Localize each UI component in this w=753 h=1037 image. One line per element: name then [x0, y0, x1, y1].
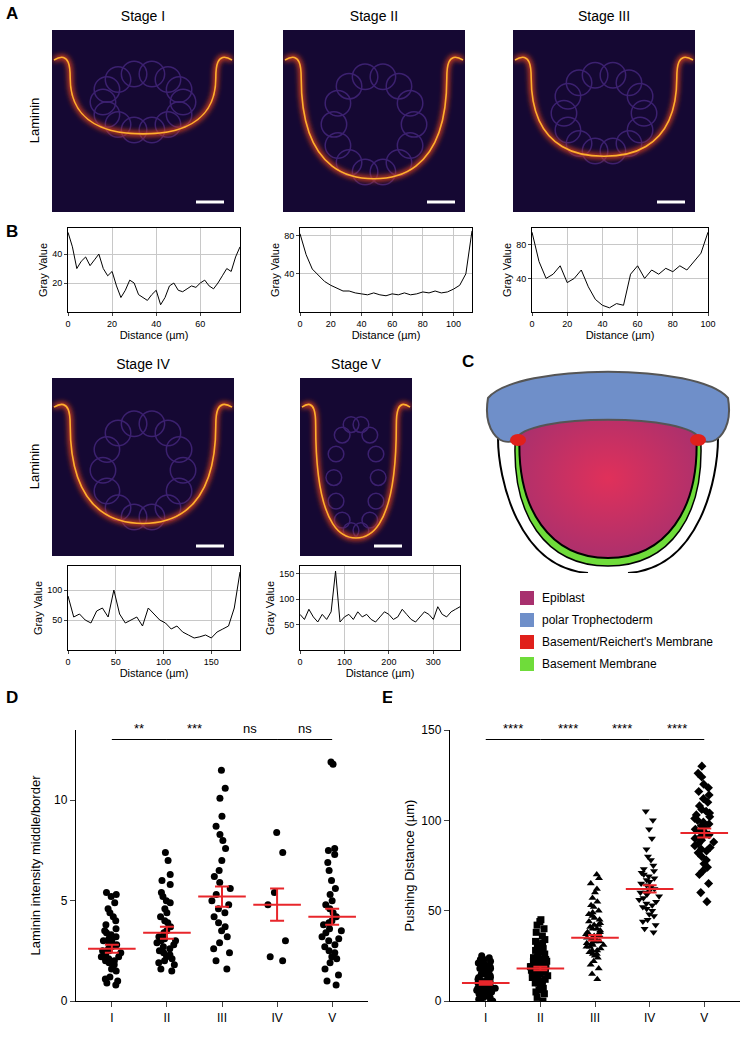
svg-text:300: 300: [426, 657, 441, 667]
html-text:E: E: [382, 688, 394, 707]
svg-text:80: 80: [668, 319, 678, 329]
svg-text:III: III: [217, 1011, 227, 1025]
svg-text:40: 40: [597, 319, 607, 329]
html-text:Basement/Reichert's Membrane: Basement/Reichert's Membrane: [542, 634, 713, 649]
svg-text:40: 40: [356, 319, 366, 329]
svg-text:0: 0: [65, 657, 70, 667]
svg-text:20: 20: [326, 319, 336, 329]
html-text:Laminin: Laminin: [26, 97, 42, 144]
svg-text:ns: ns: [243, 721, 257, 736]
html-text:Stage III: Stage III: [577, 8, 631, 24]
svg-text:60: 60: [633, 319, 643, 329]
html-text:Stage II: Stage II: [349, 8, 399, 24]
svg-text:80: 80: [284, 231, 294, 241]
svg-text:150: 150: [421, 723, 441, 737]
svg-text:Gray Value: Gray Value: [32, 581, 44, 635]
svg-text:100: 100: [421, 814, 441, 828]
svg-text:Distance (µm): Distance (µm): [346, 667, 415, 679]
svg-text:I: I: [484, 1011, 487, 1025]
svg-text:150: 150: [204, 657, 219, 667]
svg-text:100: 100: [47, 585, 62, 595]
html-text:C: C: [462, 352, 475, 371]
svg-text:50: 50: [52, 615, 62, 625]
svg-text:50: 50: [428, 904, 442, 918]
svg-text:Gray Value: Gray Value: [264, 581, 276, 635]
svg-text:40: 40: [52, 249, 62, 259]
html-text:Stage IV: Stage IV: [116, 356, 170, 372]
svg-text:V: V: [328, 1011, 336, 1025]
svg-text:5: 5: [61, 894, 68, 908]
svg-text:****: ****: [503, 721, 523, 736]
svg-text:Distance (µm): Distance (µm): [120, 667, 189, 679]
svg-text:60: 60: [195, 319, 205, 329]
svg-text:V: V: [700, 1011, 708, 1025]
svg-text:40: 40: [151, 319, 161, 329]
svg-text:0: 0: [529, 319, 534, 329]
svg-text:0: 0: [297, 657, 302, 667]
svg-text:Distance (µm): Distance (µm): [120, 329, 189, 341]
svg-text:0: 0: [61, 994, 68, 1008]
html-text:Stage I: Stage I: [120, 8, 166, 24]
svg-text:100: 100: [700, 319, 715, 329]
svg-text:***: ***: [187, 721, 202, 736]
svg-text:****: ****: [612, 721, 632, 736]
svg-text:II: II: [537, 1011, 544, 1025]
svg-text:Distance (µm): Distance (µm): [352, 329, 421, 341]
svg-text:0: 0: [297, 319, 302, 329]
svg-text:100: 100: [279, 594, 294, 604]
svg-text:0: 0: [65, 319, 70, 329]
svg-text:Laminin intensity middle/borde: Laminin intensity middle/border: [28, 775, 43, 956]
svg-text:10: 10: [54, 793, 68, 807]
html-text:Basement Membrane: Basement Membrane: [542, 656, 657, 671]
html-text:A: A: [6, 4, 19, 23]
svg-text:****: ****: [667, 721, 687, 736]
svg-text:Pushing Distance (µm): Pushing Distance (µm): [402, 800, 417, 932]
svg-text:80: 80: [418, 319, 428, 329]
svg-text:200: 200: [381, 657, 396, 667]
svg-text:**: **: [134, 721, 144, 736]
svg-text:III: III: [590, 1011, 600, 1025]
svg-text:Gray Value: Gray Value: [269, 243, 281, 297]
svg-text:****: ****: [558, 721, 578, 736]
svg-text:IV: IV: [644, 1011, 655, 1025]
svg-text:40: 40: [284, 269, 294, 279]
svg-text:80: 80: [516, 240, 526, 250]
svg-text:IV: IV: [271, 1011, 282, 1025]
svg-text:100: 100: [446, 319, 461, 329]
svg-text:II: II: [164, 1011, 171, 1025]
svg-text:0: 0: [435, 994, 442, 1008]
svg-text:40: 40: [516, 274, 526, 284]
html-text:Laminin: Laminin: [26, 443, 42, 490]
html-text:B: B: [6, 222, 19, 241]
html-text:Epiblast: Epiblast: [542, 590, 585, 605]
html-text:polar Trophectoderm: polar Trophectoderm: [542, 612, 653, 627]
svg-text:ns: ns: [298, 721, 312, 736]
svg-text:20: 20: [562, 319, 572, 329]
svg-text:Distance (µm): Distance (µm): [586, 329, 655, 341]
svg-text:100: 100: [156, 657, 171, 667]
svg-text:20: 20: [107, 319, 117, 329]
svg-text:Gray Value: Gray Value: [501, 243, 513, 297]
svg-text:50: 50: [111, 657, 121, 667]
html-text:D: D: [6, 688, 19, 707]
svg-text:60: 60: [387, 319, 397, 329]
html-text:Stage V: Stage V: [331, 356, 381, 372]
svg-text:Gray Value: Gray Value: [37, 243, 49, 297]
svg-text:I: I: [110, 1011, 113, 1025]
svg-text:100: 100: [337, 657, 352, 667]
svg-text:20: 20: [52, 278, 62, 288]
svg-text:150: 150: [279, 569, 294, 579]
svg-text:50: 50: [284, 620, 294, 630]
